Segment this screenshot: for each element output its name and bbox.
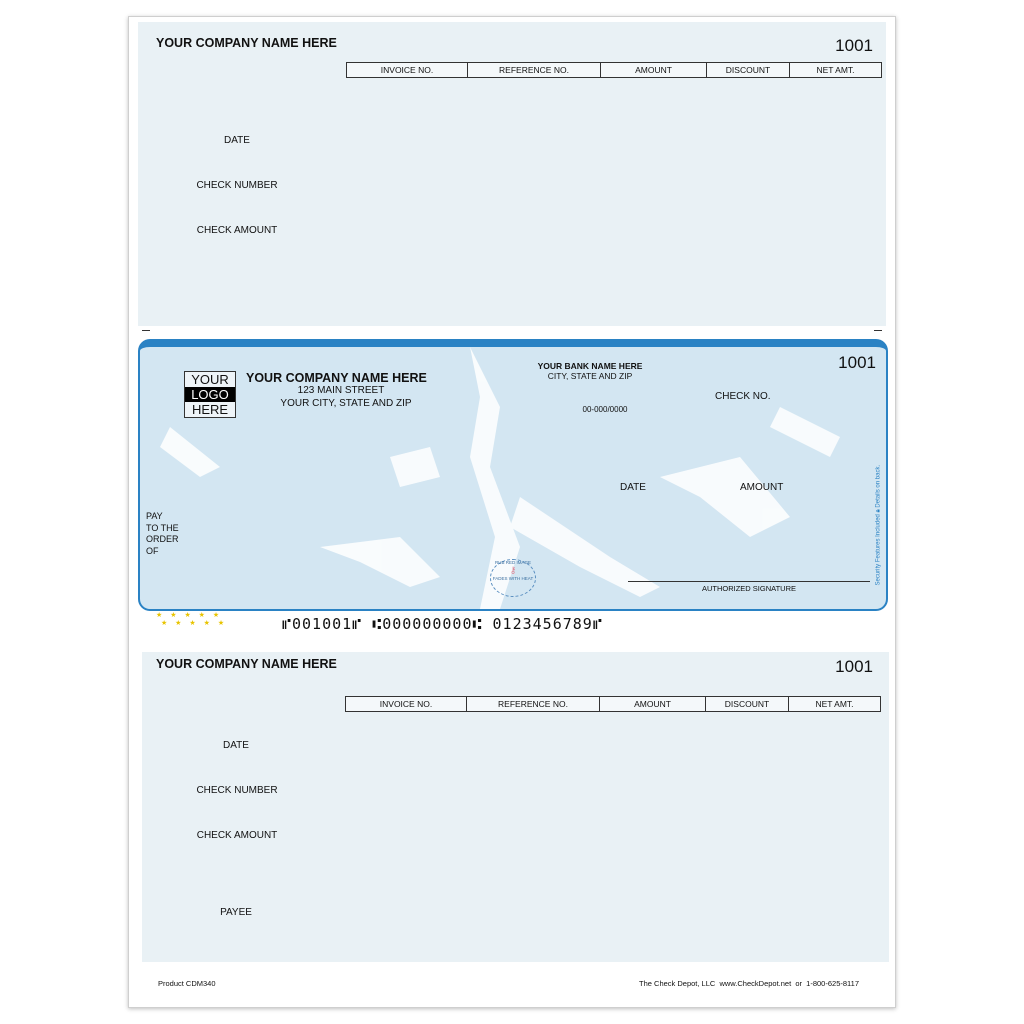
top-stub: YOUR COMPANY NAME HERE 1001 INVOICE NO. … [138,22,886,326]
pay-line: OF [146,545,159,556]
stub-company-name: YOUR COMPANY NAME HERE [156,657,337,671]
stub-check-number: 1001 [835,657,873,676]
label-check-number: CHECK NUMBER [196,180,278,191]
bank-city: CITY, STATE AND ZIP [547,371,633,381]
product-code: Product CDM340 [158,979,216,988]
micr-line: ⑈001001⑈ ⑆000000000⑆ 0123456789⑈ [282,615,603,633]
logo-placeholder: YOUR LOGO HERE [184,371,236,418]
lock-icon: 🔒︎ [875,509,882,513]
stub-company-name: YOUR COMPANY NAME HERE [156,36,337,50]
pay-to-the-order-of: PAY TO THE ORDER OF [146,511,179,557]
bank-name: YOUR BANK NAME HERE [537,361,643,371]
col-net-amt: NET AMT. [788,696,881,712]
marble-background [160,347,840,609]
col-amount: AMOUNT [600,62,707,78]
label-date: DATE [223,740,249,751]
stars-decoration: ★ ★ ★ ★ ★ ★ ★ ★ ★ ★ [156,612,228,627]
key-icon: ⚷ [509,565,517,575]
label-check-amount: CHECK AMOUNT [196,225,278,236]
logo-text: LOGO [185,387,235,402]
amount-label: AMOUNT [740,482,784,493]
col-amount: AMOUNT [599,696,706,712]
seal-text: FADES WITH HEAT [492,576,534,581]
vendor-info: The Check Depot, LLC www.CheckDepot.net … [639,979,859,988]
signature-line [628,581,870,582]
col-discount: DISCOUNT [706,62,790,78]
pay-line: PAY [146,511,163,521]
seal-text: RUB RED IMAGE [494,560,531,565]
col-discount: DISCOUNT [705,696,789,712]
logo-text: HERE [191,402,229,417]
col-reference: REFERENCE NO. [467,62,601,78]
check-face: THE FACE OF THIS DOCUMENT HAS A COLORED … [138,339,888,611]
details-on-back: Details on back. [875,464,882,508]
pay-line: ORDER [146,534,179,544]
label-payee: PAYEE [220,907,252,918]
routing-fraction: 00-000/0000 [582,405,628,414]
security-features-text: Security Features Included [875,514,882,586]
date-label: DATE [620,482,646,493]
check-number: 1001 [838,353,876,372]
col-invoice: INVOICE NO. [345,696,467,712]
label-check-amount: CHECK AMOUNT [196,830,278,841]
col-net-amt: NET AMT. [789,62,882,78]
col-reference: REFERENCE NO. [466,696,600,712]
bottom-stub: YOUR COMPANY NAME HERE 1001 INVOICE NO. … [142,652,889,962]
heat-seal: RUB RED IMAGE ⚷ FADES WITH HEAT [490,559,536,597]
stub-check-number: 1001 [835,36,873,55]
stub-table-header: INVOICE NO. REFERENCE NO. AMOUNT DISCOUN… [345,696,881,712]
col-invoice: INVOICE NO. [346,62,468,78]
stub-table-header: INVOICE NO. REFERENCE NO. AMOUNT DISCOUN… [346,62,882,78]
label-check-number: CHECK NUMBER [196,785,278,796]
label-date: DATE [224,135,250,146]
signature-label: AUTHORIZED SIGNATURE [701,584,797,593]
security-side-text: Security Features Included 🔒︎ Details on… [874,397,884,586]
check-company-name: YOUR COMPANY NAME HERE [246,371,427,385]
check-no-label: CHECK NO. [715,391,771,402]
perforation-mark [874,330,882,331]
security-banner: THE FACE OF THIS DOCUMENT HAS A COLORED … [391,340,635,346]
company-street: 123 MAIN STREET [297,385,385,396]
perforation-mark [142,330,150,331]
pay-line: TO THE [146,522,179,533]
company-city: YOUR CITY, STATE AND ZIP [280,398,412,409]
logo-text: YOUR [191,372,229,387]
